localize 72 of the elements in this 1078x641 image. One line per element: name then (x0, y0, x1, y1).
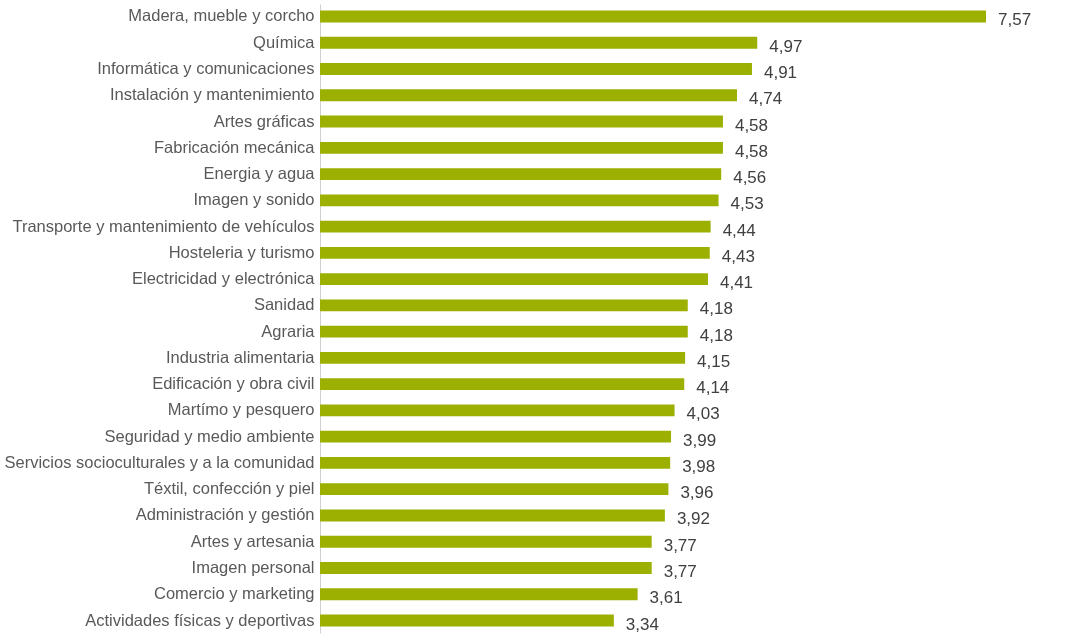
bar (320, 273, 708, 286)
bar (320, 246, 710, 259)
bar (320, 115, 723, 128)
data-label: 4,41 (719, 273, 754, 293)
y-tick-label: Artes gráficas (213, 111, 315, 130)
data-label: 4,58 (734, 115, 769, 135)
data-label: 4,18 (699, 299, 733, 319)
bar (320, 10, 986, 23)
y-tick-label: Sanidad (253, 295, 315, 314)
y-tick-label: Imagen personal (191, 558, 315, 576)
bar (320, 404, 675, 417)
bar (320, 325, 688, 338)
y-tick-label: Imagen y sonido (193, 190, 315, 209)
data-label: 4,14 (696, 378, 730, 398)
y-tick-label: Electricidad y electrónica (132, 269, 316, 288)
data-label: 4,56 (733, 168, 767, 188)
y-tick-label: Energia y agua (203, 164, 316, 183)
data-label: 3,61 (649, 588, 683, 608)
data-label: 3,96 (680, 483, 714, 503)
data-label: 4,15 (697, 351, 731, 371)
y-tick-label: Química (253, 32, 316, 51)
y-tick-label: Agraria (261, 321, 316, 340)
y-tick-label: Seguridad y medio ambiente (104, 426, 315, 445)
bar (320, 194, 719, 207)
y-tick-label: Madera, mueble y corcho (128, 6, 315, 25)
bar (320, 220, 711, 233)
data-label: 3,92 (676, 509, 710, 529)
y-tick-label: Fabricación mecánica (154, 137, 316, 156)
y-tick-label: Comercio y marketing (154, 584, 315, 603)
data-label: 3,77 (663, 535, 697, 555)
data-label: 4,44 (722, 220, 756, 240)
bar (320, 141, 723, 154)
bar (320, 36, 758, 49)
y-tick-label: Artes y artesania (190, 531, 316, 550)
bar (320, 562, 652, 574)
y-tick-label: Transporte y mantenimiento de vehículos (12, 216, 315, 235)
bar (320, 614, 614, 627)
data-label: 4,74 (749, 89, 783, 109)
bar (320, 588, 638, 601)
data-label: 3,77 (663, 562, 697, 581)
y-tick-label: Servicios socioculturales y a la comunidad (4, 452, 315, 471)
bar (320, 351, 686, 364)
data-label: 3,99 (683, 430, 717, 450)
bar (320, 89, 738, 102)
bar (320, 63, 752, 75)
data-label: 4,03 (686, 404, 720, 424)
y-tick-label: Instalación y mantenimiento (109, 85, 315, 104)
data-label: 7,57 (998, 10, 1032, 30)
bar (320, 535, 652, 548)
bar (320, 483, 669, 496)
data-label: 4,91 (763, 63, 798, 82)
bar (320, 299, 688, 312)
bar (320, 457, 671, 469)
data-label: 4,97 (769, 36, 803, 56)
y-tick-label: Informática y comunicaciones (97, 59, 315, 77)
y-tick-label: Martímo y pesquero (167, 400, 315, 419)
y-tick-label: Administración y gestión (135, 505, 315, 524)
bar (320, 168, 722, 180)
data-label: 4,53 (730, 194, 764, 214)
bar (320, 430, 672, 443)
bar (320, 509, 665, 522)
data-label: 4,43 (721, 246, 755, 266)
y-tick-label: Téxtil, confección y piel (143, 479, 315, 498)
y-tick-label: Industria alimentaria (165, 347, 316, 366)
data-label: 3,34 (625, 614, 659, 634)
y-tick-label: Hosteleria y turismo (168, 242, 315, 261)
y-tick-label: Edificación y obra civil (152, 374, 315, 393)
bar (320, 378, 685, 391)
data-label: 3,98 (682, 456, 716, 476)
y-tick-label: Actividades físicas y deportivas (85, 610, 315, 629)
data-label: 4,58 (734, 141, 769, 161)
data-label: 4,18 (699, 325, 733, 345)
